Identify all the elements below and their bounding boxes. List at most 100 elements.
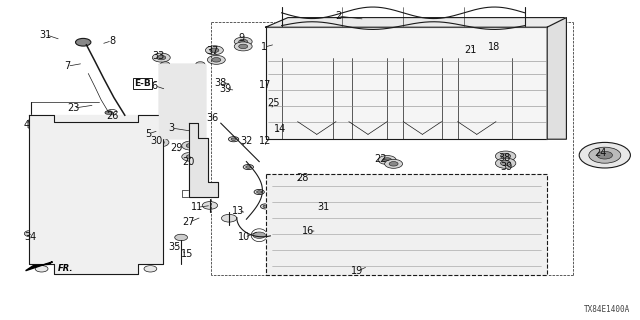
Circle shape: [106, 267, 118, 274]
Text: FR.: FR.: [58, 264, 73, 273]
Text: 8: 8: [109, 36, 115, 46]
Text: 34: 34: [24, 232, 37, 243]
Circle shape: [470, 42, 480, 47]
Polygon shape: [266, 18, 566, 27]
Circle shape: [186, 155, 195, 159]
Text: 29: 29: [170, 143, 182, 153]
Circle shape: [231, 138, 236, 140]
Circle shape: [276, 212, 287, 217]
Circle shape: [105, 111, 113, 115]
Circle shape: [308, 212, 319, 217]
Circle shape: [152, 53, 170, 62]
Text: 35: 35: [168, 242, 180, 252]
Circle shape: [389, 162, 398, 166]
Text: 37: 37: [206, 46, 219, 56]
Circle shape: [495, 151, 516, 161]
Circle shape: [379, 212, 389, 217]
Circle shape: [228, 137, 239, 142]
Circle shape: [267, 220, 277, 225]
Text: 33: 33: [152, 51, 165, 61]
Circle shape: [150, 125, 163, 131]
Circle shape: [243, 164, 253, 170]
Text: 39: 39: [219, 84, 232, 94]
Text: 6: 6: [152, 81, 158, 91]
Text: 12: 12: [259, 136, 272, 147]
Circle shape: [76, 38, 91, 46]
Circle shape: [253, 232, 266, 238]
Polygon shape: [26, 262, 52, 271]
Circle shape: [360, 212, 370, 217]
Polygon shape: [29, 115, 163, 274]
Circle shape: [378, 156, 396, 164]
Circle shape: [161, 62, 170, 66]
Text: 2: 2: [335, 11, 341, 21]
Circle shape: [383, 158, 392, 162]
Circle shape: [118, 254, 131, 261]
Text: 31: 31: [39, 29, 52, 40]
Text: 16: 16: [302, 226, 315, 236]
Circle shape: [196, 62, 205, 66]
Text: 7: 7: [64, 61, 70, 71]
Circle shape: [495, 158, 516, 168]
Polygon shape: [547, 18, 566, 139]
Circle shape: [419, 38, 426, 42]
Circle shape: [48, 139, 67, 149]
Circle shape: [29, 125, 42, 131]
Circle shape: [465, 40, 485, 50]
Circle shape: [430, 212, 440, 217]
Text: 21: 21: [464, 44, 477, 55]
Text: 31: 31: [317, 202, 330, 212]
Circle shape: [328, 212, 338, 217]
Text: 26: 26: [106, 111, 118, 121]
Circle shape: [579, 142, 630, 168]
Text: 3: 3: [168, 123, 175, 133]
Circle shape: [24, 230, 37, 237]
Text: 13: 13: [232, 205, 244, 216]
Text: 36: 36: [206, 113, 219, 124]
Circle shape: [310, 228, 323, 234]
Circle shape: [125, 226, 144, 235]
Text: 4: 4: [24, 120, 30, 131]
Circle shape: [210, 48, 219, 52]
Polygon shape: [266, 174, 547, 275]
Text: 28: 28: [296, 172, 308, 183]
Circle shape: [263, 205, 268, 208]
Circle shape: [186, 143, 195, 148]
Circle shape: [294, 29, 339, 51]
Text: 32: 32: [240, 136, 253, 147]
Circle shape: [500, 161, 511, 166]
Circle shape: [156, 140, 164, 145]
Circle shape: [474, 38, 480, 42]
Circle shape: [125, 139, 144, 149]
Text: 14: 14: [274, 124, 287, 134]
Circle shape: [442, 22, 512, 58]
Circle shape: [48, 226, 67, 235]
Text: 24: 24: [594, 148, 607, 158]
Text: 5: 5: [145, 129, 152, 139]
Text: 23: 23: [67, 103, 80, 113]
Circle shape: [589, 147, 621, 163]
Circle shape: [151, 138, 169, 147]
Text: E-B: E-B: [134, 79, 150, 88]
Circle shape: [411, 212, 421, 217]
Circle shape: [490, 42, 508, 51]
Text: 30: 30: [150, 136, 163, 147]
Circle shape: [479, 44, 488, 49]
Circle shape: [161, 135, 170, 139]
Circle shape: [257, 191, 262, 193]
Circle shape: [385, 159, 403, 168]
Polygon shape: [189, 123, 218, 197]
Circle shape: [500, 154, 511, 159]
Circle shape: [314, 38, 320, 42]
Polygon shape: [266, 27, 547, 139]
Text: 15: 15: [180, 249, 193, 260]
Circle shape: [175, 234, 188, 241]
Circle shape: [462, 212, 472, 217]
Circle shape: [486, 40, 506, 51]
Circle shape: [246, 166, 251, 168]
Circle shape: [70, 267, 83, 274]
Text: 38: 38: [214, 77, 227, 88]
Circle shape: [221, 214, 237, 222]
Text: 11: 11: [191, 202, 204, 212]
Circle shape: [70, 254, 83, 261]
